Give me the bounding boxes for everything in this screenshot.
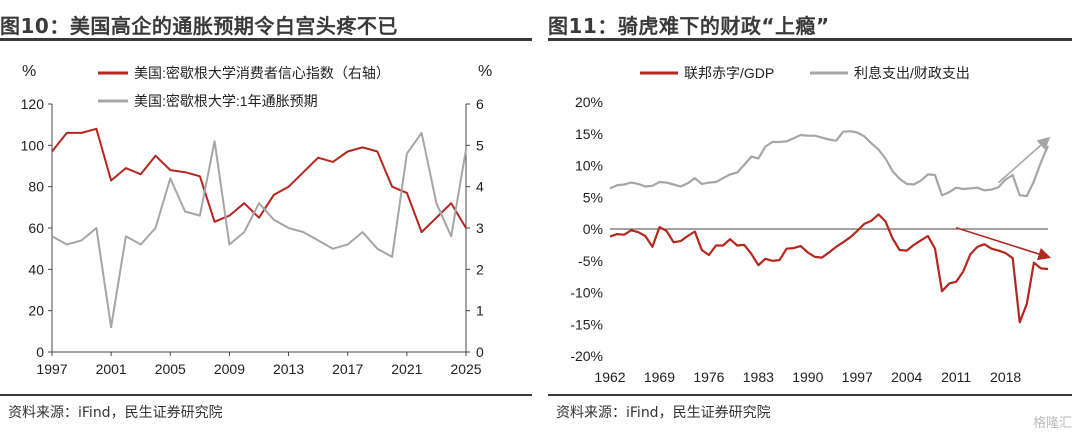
x-tick-label: 2021 [391, 361, 422, 377]
source-note: 资料来源：iFind，民生证券研究院 [8, 405, 223, 421]
x-tick-label: 1990 [792, 369, 823, 385]
y-tick-label-right: 3 [476, 220, 484, 236]
figure-title: 图10：美国高企的通胀预期令白宫头疼不已 [0, 14, 398, 38]
title-rule [548, 38, 1072, 41]
series-line-federal-deficit [609, 213, 1049, 324]
y-tick-label: -15% [570, 316, 603, 332]
legend-label: 联邦赤字/GDP [684, 65, 774, 81]
x-tick-label: 1969 [644, 369, 675, 385]
left-panel: 图10：美国高企的通胀预期令白宫头疼不已 %% 0 20 40 60 80 100 120 0 1… [0, 14, 532, 421]
y-tick-label-left: 100 [21, 137, 45, 153]
source-rule [548, 394, 1072, 396]
series-line-consumer-sentiment [51, 127, 467, 234]
y-tick-label: 5% [583, 189, 603, 205]
y-tick-label-right: 2 [476, 261, 484, 277]
y-tick-label-left: 40 [28, 261, 44, 277]
right-panel: 图11：骑虎难下的财政“上瘾” -20% -15% -10% -5% 0% 5% 10% 15… [548, 0, 1080, 437]
x-tick-label: 2009 [214, 361, 245, 377]
legend-label: 利息支出/财政支出 [854, 65, 970, 81]
trend-arrow [998, 136, 1051, 184]
y-tick-label-left: 20 [28, 303, 44, 319]
x-tick-label: 1983 [743, 369, 774, 385]
source-note: 资料来源：iFind，民生证券研究院 [556, 405, 771, 421]
series-line-interest-expense [609, 130, 1050, 198]
y-tick-label-left: 80 [28, 179, 44, 195]
series-line-inflation-expectation [51, 131, 467, 329]
y-tick-label-right: 0 [476, 344, 484, 360]
title-rule [0, 38, 532, 41]
y-tick-label: 0% [583, 221, 603, 237]
y-tick-label-right: 5 [476, 137, 484, 153]
y-right-unit: % [478, 63, 492, 80]
y-tick-label: -10% [570, 285, 603, 301]
x-tick-label: 2004 [891, 369, 922, 385]
y-left-unit: % [22, 63, 36, 80]
chart-right: -20% -15% -10% -5% 0% 5% 10% 15% 20% 1962 1969 1976… [570, 65, 1052, 385]
x-tick-label: 1997 [842, 369, 873, 385]
x-tick-label: 2005 [155, 361, 186, 377]
y-tick-label-right: 6 [476, 96, 484, 112]
x-tick-label: 2017 [332, 361, 363, 377]
x-tick-label: 2018 [990, 369, 1021, 385]
x-tick-label: 1997 [36, 361, 67, 377]
x-tick-label: 2025 [450, 361, 481, 377]
y-tick-label: 10% [575, 158, 603, 174]
source-rule [0, 394, 532, 396]
y-tick-label: 20% [575, 94, 603, 110]
y-tick-label-left: 120 [21, 96, 45, 112]
watermark: 格隆汇 [1032, 416, 1072, 431]
x-tick-label: 1976 [693, 369, 724, 385]
x-tick-label: 2001 [96, 361, 127, 377]
y-tick-label-right: 4 [476, 179, 484, 195]
x-tick-label: 2013 [273, 361, 304, 377]
legend-label: 美国:密歇根大学消费者信心指数（右轴） [134, 65, 390, 81]
legend-label: 美国:密歇根大学:1年通胀预期 [134, 93, 318, 109]
y-tick-label: -20% [570, 348, 603, 364]
y-tick-label-left: 0 [36, 344, 44, 360]
x-tick-label: 2011 [941, 369, 971, 385]
y-tick-label: 15% [575, 126, 603, 142]
y-tick-label-right: 1 [476, 303, 484, 319]
x-tick-label: 1962 [594, 369, 625, 385]
trend-arrow [955, 226, 1052, 261]
y-tick-label-left: 60 [28, 220, 44, 236]
y-tick-label: -5% [578, 253, 603, 269]
figure-title: 图11：骑虎难下的财政“上瘾” [548, 14, 830, 38]
chart-left: % % 0 20 40 60 80 100 120 0 1 2 3 4 5 6 1997 2001 2005 2009… [21, 63, 493, 377]
